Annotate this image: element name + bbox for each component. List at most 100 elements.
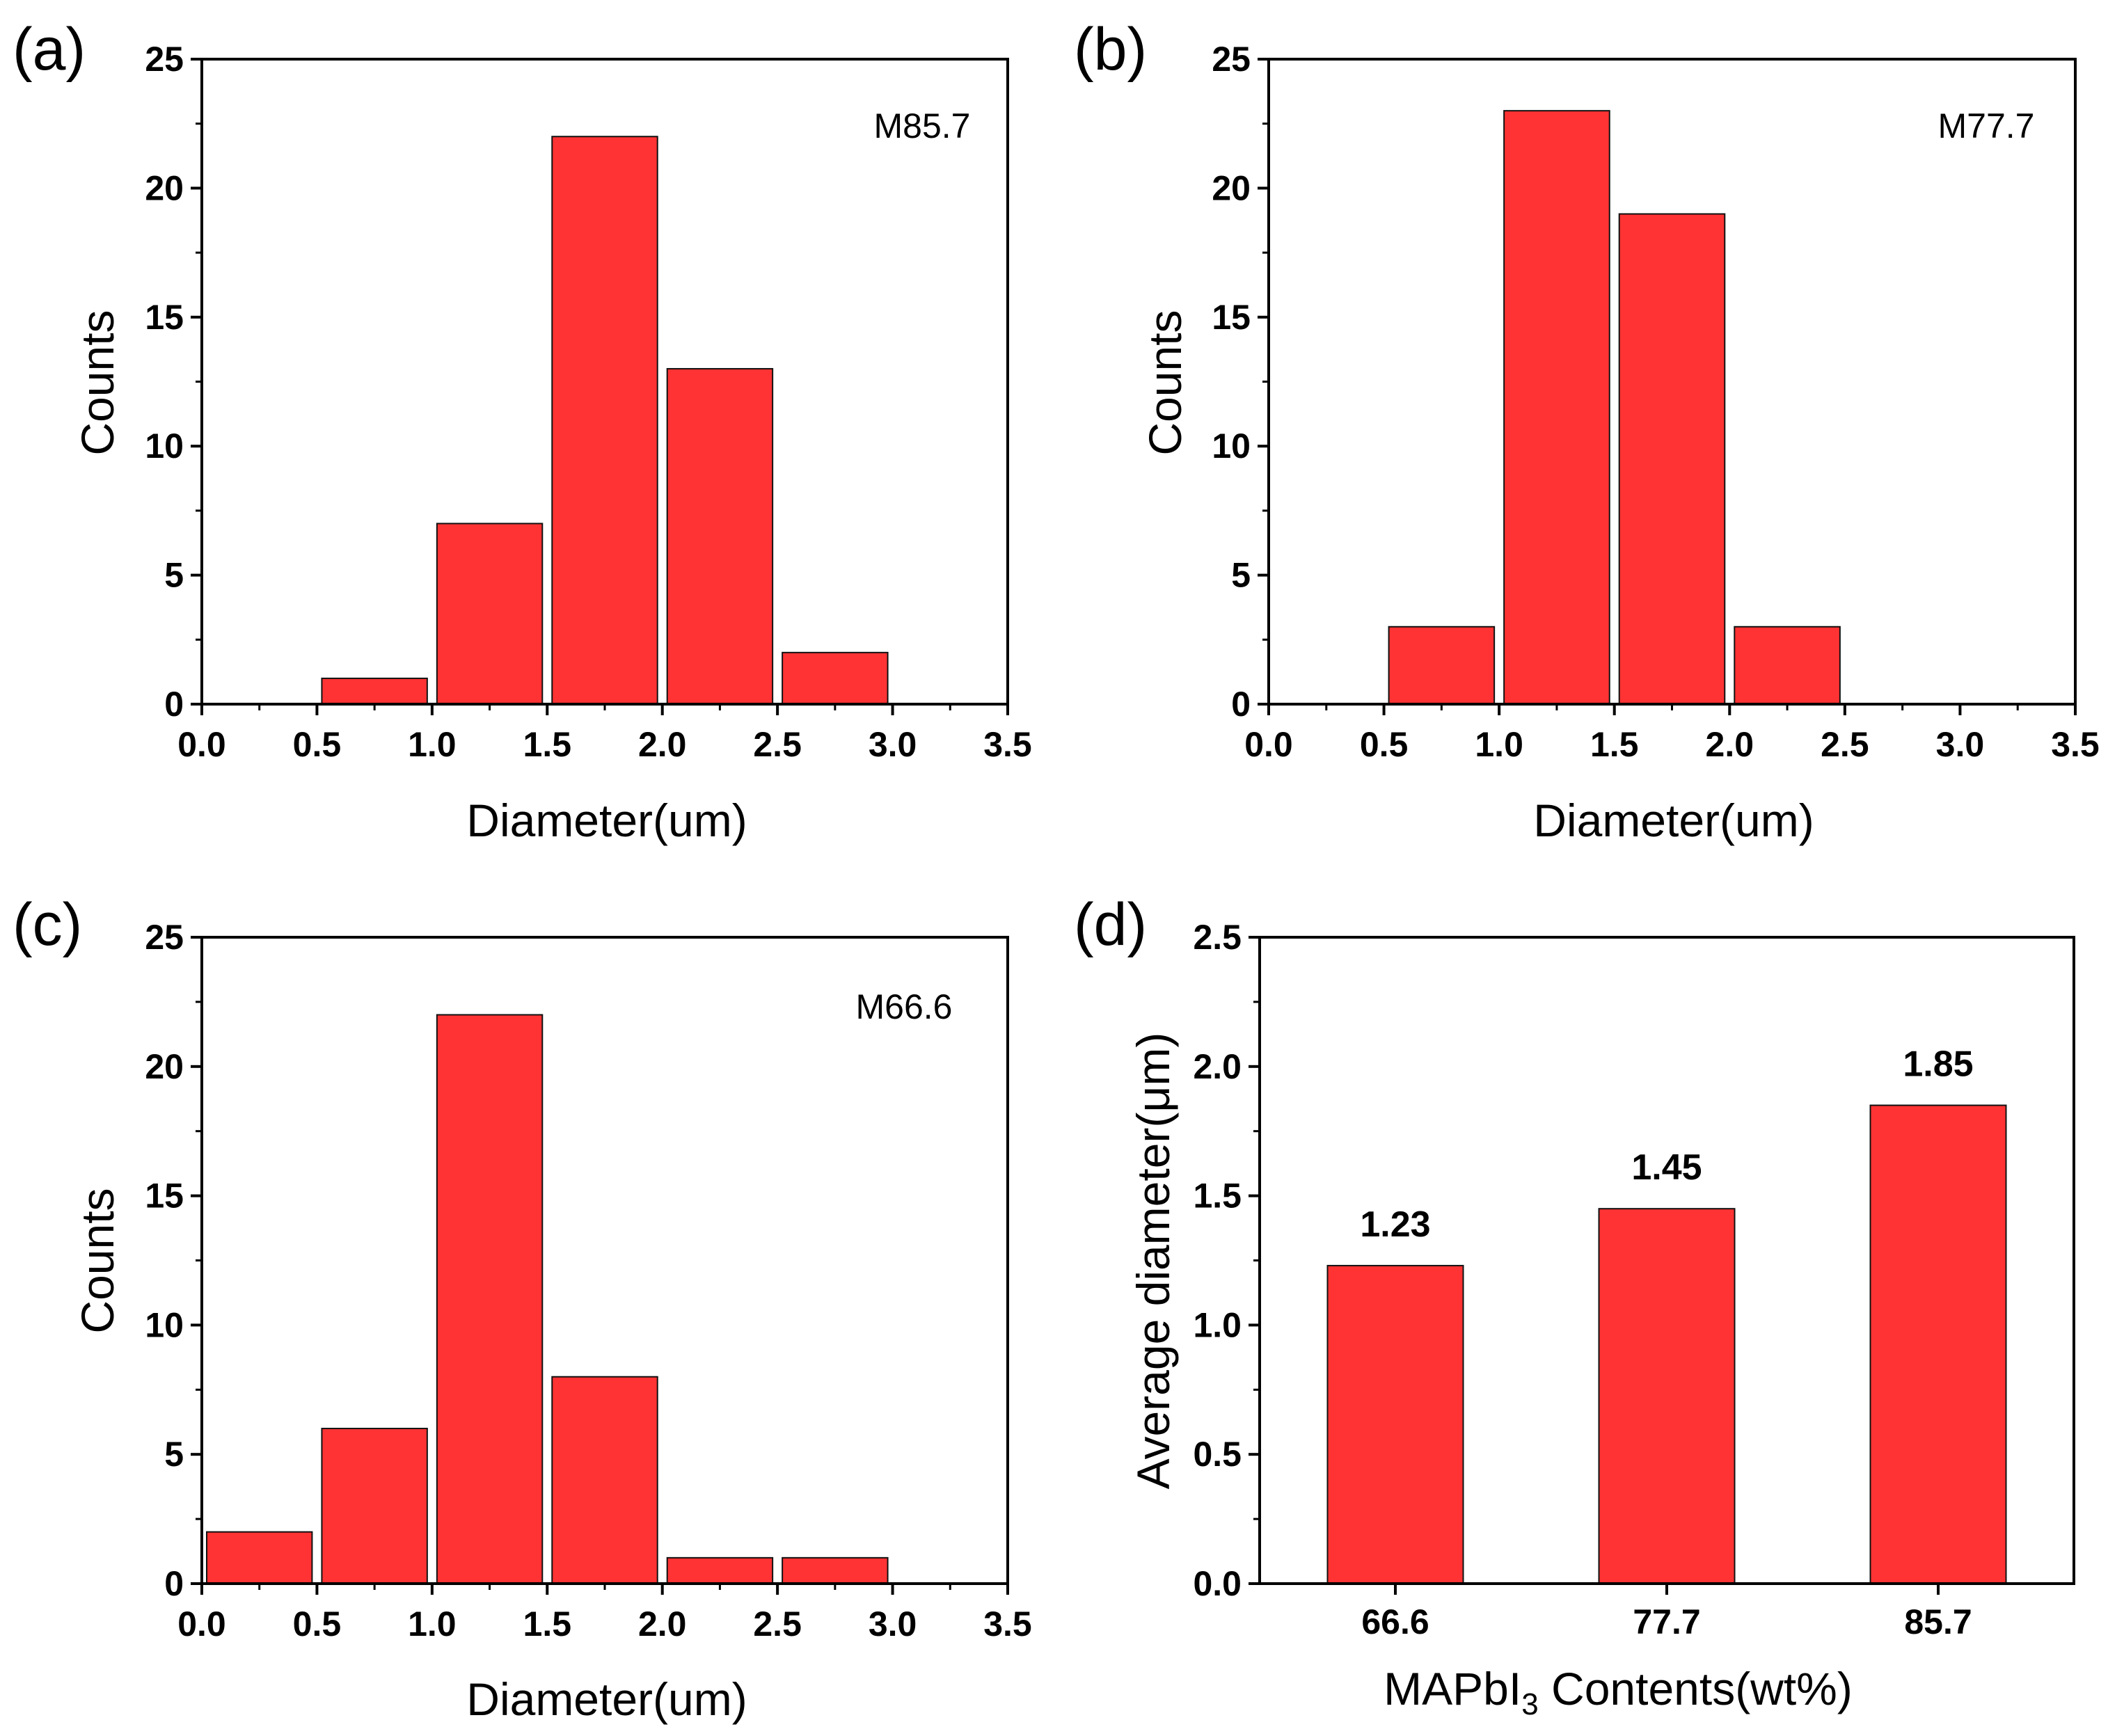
panel-b-x-tick-label: 3.0 (1936, 725, 1985, 764)
panel-a-y-tick-label: 10 (145, 427, 184, 465)
panel-d-data-label: 1.45 (1631, 1147, 1702, 1188)
panel-a-x-tick-label: 2.5 (753, 725, 802, 764)
panel-b-x-tick-label: 2.5 (1821, 725, 1869, 764)
panel-b-y-tick-label: 15 (1212, 298, 1251, 337)
panel-c: (c) 0.0 0.5 1.0 1.5 2.0 2.5 3.0 3.5 0 5 10 15 20 25 M… (13, 891, 1032, 1725)
panel-a-x-tick-label: 1.5 (523, 725, 572, 764)
panel-a-plot-frame (200, 58, 1009, 706)
panel-d-y-axis-title: Average diameter(μm) (1127, 1033, 1179, 1490)
panel-b-x-tick-label: 1.5 (1590, 725, 1639, 764)
panel-a-bar (782, 651, 889, 706)
panel-a-x-tick-label: 1.0 (408, 725, 457, 764)
panel-c-y-axis-title: Counts (72, 1188, 123, 1333)
panel-a-y-tick-label: 0 (164, 685, 184, 724)
panel-b-y-tick-label: 25 (1212, 40, 1251, 79)
panel-c-y-tick-label: 20 (145, 1047, 184, 1086)
panel-c-bar (321, 1428, 428, 1585)
panel-b-bar (1618, 213, 1726, 706)
panel-d-y-tick-label: 2.5 (1193, 918, 1242, 957)
panel-d: (d) 1.23 66.6 1.45 77.7 1.85 85.7 0.0 0.5 1.0 1.5… (1074, 891, 2075, 1721)
panel-a-x-axis-title: Diameter(um) (466, 795, 747, 846)
panel-d-x-axis-title: MAPbI3 Contents(wt%) (1384, 1663, 1853, 1721)
panel-d-x-tick-label: 85.7 (1904, 1602, 1972, 1641)
panel-d-y-tick-label: 2.0 (1193, 1047, 1242, 1086)
panel-c-y-tick-label: 5 (164, 1435, 184, 1474)
panel-c-bar (666, 1556, 774, 1585)
panel-d-data-label: 1.85 (1903, 1044, 1973, 1085)
panel-c-x-tick-label: 0.5 (293, 1604, 342, 1643)
panel-d-y-tick-label: 1.5 (1193, 1177, 1242, 1216)
panel-a: (a) 0.0 0.5 1.0 1.5 2.0 2.5 3.0 3.5 0 5 10 15 20 25 M… (13, 16, 1032, 846)
panel-d-data-label: 1.23 (1360, 1204, 1430, 1245)
panel-c-x-tick-label: 0.0 (177, 1604, 226, 1643)
panel-d-x-tick-label: 66.6 (1361, 1602, 1429, 1641)
panel-a-y-axis-title: Counts (72, 310, 123, 455)
panel-b-y-tick-label: 10 (1212, 427, 1251, 465)
panel-c-y-tick-label: 25 (145, 918, 184, 957)
panel-a-plot: 0.0 0.5 1.0 1.5 2.0 2.5 3.0 3.5 0 5 10 15 20 25 (145, 40, 1031, 764)
panel-b-x-tick-label: 0.0 (1244, 725, 1293, 764)
panel-c-plot-frame (200, 936, 1009, 1585)
panel-a-x-tick-label: 0.0 (177, 725, 226, 764)
panel-c-y-tick-label: 15 (145, 1177, 184, 1216)
panel-a-bar (436, 523, 544, 705)
panel-b-y-tick-label: 20 (1212, 168, 1251, 207)
panel-d-x-axis-title-subscript: 3 (1521, 1687, 1538, 1721)
panel-b-bar (1388, 626, 1496, 706)
panel-b-plot: 0.0 0.5 1.0 1.5 2.0 2.5 3.0 3.5 0 5 10 15 20 25 (1212, 40, 2099, 764)
panel-c-label: (c) (13, 891, 82, 958)
panel-b-x-tick-label: 3.5 (2051, 725, 2100, 764)
panel-c-x-tick-label: 1.5 (523, 1604, 572, 1643)
panel-c-x-tick-label: 2.0 (638, 1604, 687, 1643)
panel-d-y-tick-label: 0.0 (1193, 1564, 1242, 1603)
panel-b-x-axis-title: Diameter(um) (1533, 795, 1814, 846)
panel-d-y-tick-label: 1.0 (1193, 1305, 1242, 1344)
panel-c-x-tick-label: 1.0 (408, 1604, 457, 1643)
panel-b-y-tick-label: 5 (1231, 556, 1251, 595)
panel-c-x-tick-label: 2.5 (753, 1604, 802, 1643)
panel-b-x-tick-label: 0.5 (1360, 725, 1409, 764)
panel-a-x-tick-label: 3.5 (983, 725, 1032, 764)
panel-b-y-tick-label: 0 (1231, 685, 1251, 724)
panel-b-label: (b) (1074, 16, 1147, 83)
panel-c-annotation: M66.6 (856, 987, 953, 1026)
panel-d-bar (1326, 1264, 1464, 1584)
panel-c-y-tick-label: 10 (145, 1305, 184, 1344)
panel-d-x-axis-title-main: MAPbI (1384, 1663, 1521, 1714)
panel-d-x-tick-label: 77.7 (1633, 1602, 1700, 1641)
panel-a-bar (321, 677, 428, 705)
panel-d-plot-frame (1258, 936, 2075, 1585)
panel-b-bar (1503, 110, 1610, 706)
panel-d-label: (d) (1074, 891, 1147, 958)
panel-b-x-tick-label: 2.0 (1706, 725, 1754, 764)
panel-c-y-tick-label: 0 (164, 1564, 184, 1603)
panel-c-bar (436, 1014, 544, 1584)
panel-a-y-tick-label: 25 (145, 40, 184, 79)
panel-d-bar (1869, 1104, 2007, 1585)
panel-a-x-tick-label: 0.5 (293, 725, 342, 764)
panel-b-plot-frame (1267, 58, 2077, 706)
panel-c-bar (206, 1531, 313, 1584)
panel-c-x-tick-label: 3.5 (983, 1604, 1032, 1643)
panel-c-x-axis-title: Diameter(um) (466, 1673, 747, 1725)
panel-a-y-tick-label: 15 (145, 298, 184, 337)
panel-a-bar (551, 136, 658, 706)
panel-c-bar (782, 1556, 889, 1585)
panel-c-bar (551, 1376, 658, 1584)
panel-d-plot: 1.23 66.6 1.45 77.7 1.85 85.7 0.0 0.5 1.0 1.5 2.0 2… (1193, 918, 2075, 1641)
panel-a-x-tick-label: 2.0 (638, 725, 687, 764)
panel-a-bar (666, 367, 774, 706)
panel-b-annotation: M77.7 (1938, 106, 2035, 145)
panel-a-y-tick-label: 5 (164, 556, 184, 595)
panel-d-x-axis-title-rest: Contents(wt%) (1539, 1663, 1853, 1714)
panel-a-y-tick-label: 20 (145, 168, 184, 207)
panel-b-bar (1734, 626, 1841, 706)
panel-a-label: (a) (13, 16, 86, 83)
panel-d-bar (1598, 1208, 1736, 1585)
panel-c-plot: 0.0 0.5 1.0 1.5 2.0 2.5 3.0 3.5 0 5 10 15 20 25 (145, 918, 1031, 1643)
panel-b-x-tick-label: 1.0 (1475, 725, 1523, 764)
panel-a-annotation: M85.7 (874, 106, 971, 145)
panel-d-y-tick-label: 0.5 (1193, 1435, 1242, 1474)
panel-c-x-tick-label: 3.0 (869, 1604, 917, 1643)
